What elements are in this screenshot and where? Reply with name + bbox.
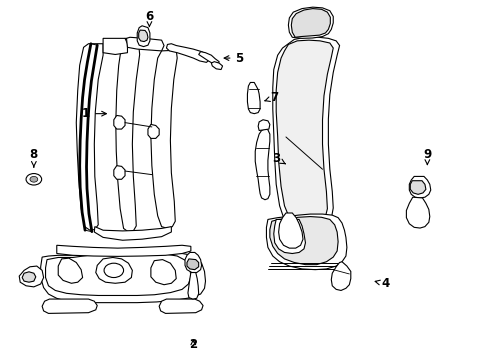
Text: 3: 3 xyxy=(272,152,285,165)
Polygon shape xyxy=(408,176,430,198)
Polygon shape xyxy=(198,51,219,65)
Text: 4: 4 xyxy=(374,278,389,291)
Circle shape xyxy=(104,263,123,278)
Polygon shape xyxy=(184,252,201,273)
Polygon shape xyxy=(42,299,97,314)
Polygon shape xyxy=(103,39,127,54)
Polygon shape xyxy=(330,262,350,291)
Polygon shape xyxy=(151,50,177,228)
Polygon shape xyxy=(255,129,269,200)
Polygon shape xyxy=(288,7,332,39)
Polygon shape xyxy=(114,116,125,129)
Text: 9: 9 xyxy=(422,148,430,165)
Text: 8: 8 xyxy=(30,148,38,167)
Polygon shape xyxy=(272,37,339,232)
Polygon shape xyxy=(187,273,198,299)
Polygon shape xyxy=(76,44,103,230)
Polygon shape xyxy=(126,37,163,51)
Polygon shape xyxy=(258,120,269,131)
Circle shape xyxy=(30,176,38,182)
Polygon shape xyxy=(57,245,190,256)
Polygon shape xyxy=(139,30,148,41)
Polygon shape xyxy=(278,213,303,248)
Polygon shape xyxy=(19,266,43,287)
Polygon shape xyxy=(409,181,425,194)
Polygon shape xyxy=(276,40,332,227)
Polygon shape xyxy=(114,166,125,179)
Polygon shape xyxy=(96,257,132,283)
Polygon shape xyxy=(148,125,159,138)
Polygon shape xyxy=(406,197,429,228)
Polygon shape xyxy=(58,258,82,283)
Text: 1: 1 xyxy=(82,107,106,120)
Polygon shape xyxy=(137,26,150,46)
Polygon shape xyxy=(186,259,198,270)
Polygon shape xyxy=(266,214,346,270)
Text: 7: 7 xyxy=(264,91,278,104)
Circle shape xyxy=(26,174,41,185)
Text: 2: 2 xyxy=(189,338,197,351)
Polygon shape xyxy=(247,82,260,114)
Polygon shape xyxy=(22,272,36,282)
Text: 5: 5 xyxy=(224,51,243,64)
Polygon shape xyxy=(211,62,222,69)
Polygon shape xyxy=(94,226,171,240)
Polygon shape xyxy=(116,39,140,232)
Polygon shape xyxy=(269,217,337,265)
Polygon shape xyxy=(45,253,190,296)
Polygon shape xyxy=(166,44,210,62)
Polygon shape xyxy=(41,250,205,303)
Polygon shape xyxy=(291,9,330,37)
Polygon shape xyxy=(159,299,203,314)
Polygon shape xyxy=(273,220,305,253)
Text: 6: 6 xyxy=(145,10,153,27)
Polygon shape xyxy=(151,260,176,285)
